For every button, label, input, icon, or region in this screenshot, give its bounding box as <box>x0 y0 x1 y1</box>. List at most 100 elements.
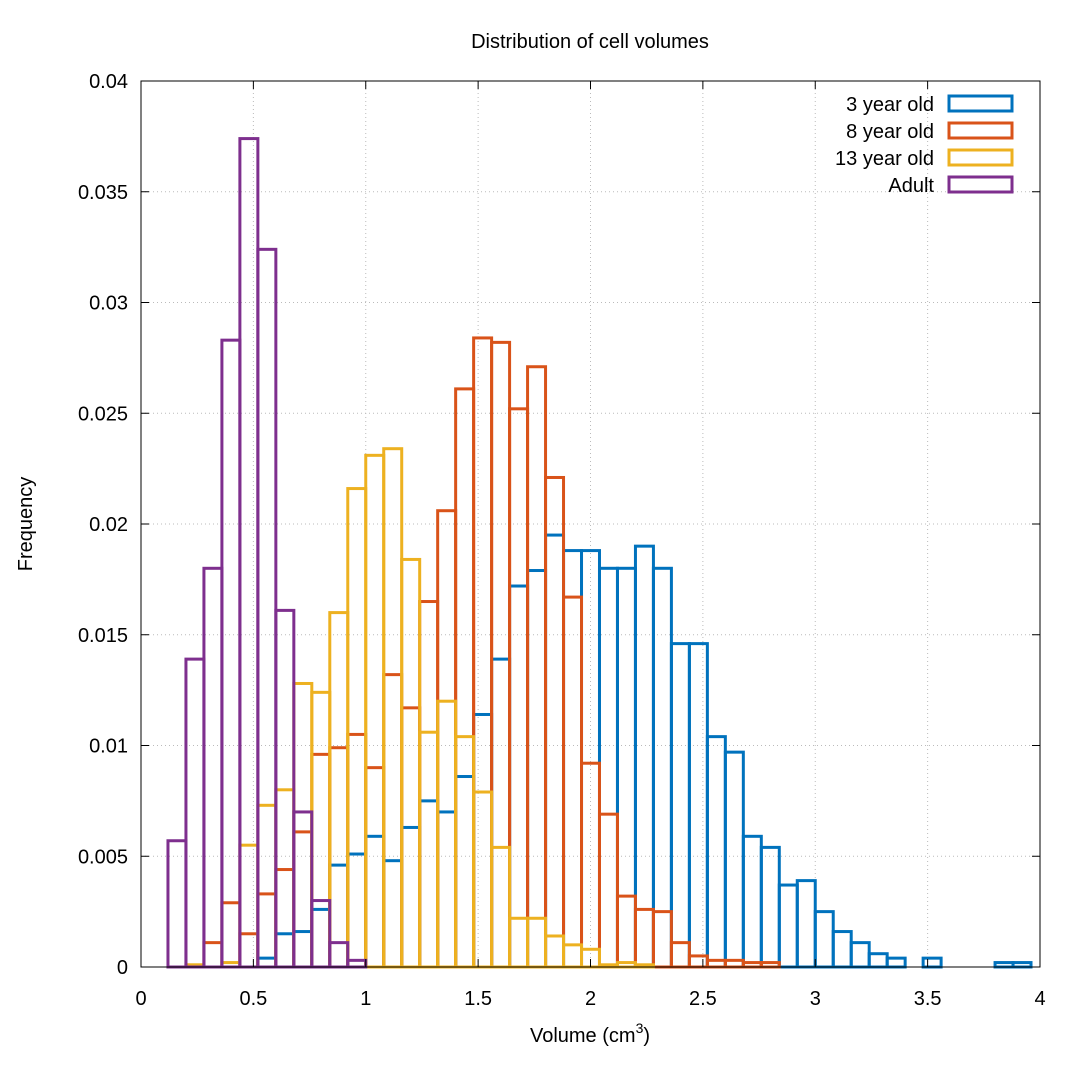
y-tick-label: 0 <box>117 957 128 979</box>
y-tick-label: 0.035 <box>78 182 128 204</box>
histogram-bar <box>238 137 260 969</box>
y-tick-label: 0.01 <box>89 736 128 758</box>
histogram-bar <box>993 961 1015 969</box>
histogram-bar <box>669 642 691 969</box>
histogram-bar <box>615 961 637 969</box>
histogram-bar <box>364 766 386 969</box>
x-tick-label: 0.5 <box>239 988 267 1010</box>
histogram-bar <box>292 810 314 969</box>
x-tick-label: 0 <box>135 988 146 1010</box>
histogram-bar <box>633 544 655 969</box>
histogram-bar <box>597 566 619 969</box>
histogram-bar <box>184 657 206 969</box>
histogram-bar <box>220 901 242 969</box>
legend: 3 year old 8 year old 13 year old Adult <box>835 94 1014 197</box>
y-tick-label: 0.02 <box>89 514 128 536</box>
histogram-bar <box>849 941 871 969</box>
histogram-bar <box>364 453 386 969</box>
histogram-bar <box>382 447 404 969</box>
histogram-bar <box>921 956 943 969</box>
histogram-bar <box>400 706 422 969</box>
histogram-bar <box>562 595 584 969</box>
histogram-bar <box>562 549 584 969</box>
x-tick-label: 1 <box>360 988 371 1010</box>
histogram-bar <box>346 958 368 969</box>
histogram-bar <box>472 790 494 969</box>
x-tick-label: 1.5 <box>464 988 492 1010</box>
y-axis-label: Frequency <box>15 477 37 572</box>
histogram-bar <box>166 839 188 969</box>
histogram-bar <box>346 732 368 969</box>
histogram-bar <box>544 934 566 969</box>
histogram-bar <box>418 799 440 969</box>
histogram-bar <box>472 712 494 969</box>
histogram-bar <box>490 657 512 969</box>
histogram-bar <box>436 810 458 969</box>
x-axis-label-superscript: 3 <box>636 1020 644 1036</box>
histogram-bar <box>256 803 278 969</box>
legend-label: Adult <box>888 175 934 197</box>
x-tick-label: 2.5 <box>689 988 717 1010</box>
histogram-bar <box>400 825 422 969</box>
histogram-bar <box>544 533 566 969</box>
histogram-bar <box>885 956 907 969</box>
histogram-bar <box>328 746 350 969</box>
legend-swatch <box>947 121 1014 140</box>
histogram-bar <box>274 788 296 969</box>
histogram-bar <box>795 879 817 969</box>
histogram-bar <box>867 952 889 969</box>
histogram-bar <box>705 958 727 969</box>
histogram-bar <box>526 916 548 969</box>
x-tick-label: 3.5 <box>914 988 942 1010</box>
x-tick-label: 3 <box>810 988 821 1010</box>
histogram-bar <box>220 338 242 969</box>
histogram-bar <box>759 961 781 969</box>
histogram-bar <box>705 735 727 969</box>
histogram-bar <box>382 673 404 969</box>
histogram-bar <box>202 941 224 969</box>
histogram-bar <box>1011 961 1033 969</box>
legend-label: 3 year old <box>846 94 934 116</box>
histogram-bar <box>382 859 404 969</box>
histogram-bar <box>292 830 314 969</box>
histogram-bar <box>508 916 530 969</box>
histogram-bar <box>256 892 278 969</box>
histogram-bar <box>328 611 350 969</box>
histogram-bar <box>562 943 584 969</box>
histogram-bar <box>526 569 548 969</box>
y-tick-label: 0.025 <box>78 403 128 425</box>
histogram-bar <box>741 834 763 969</box>
x-axis-label-text: Volume (cm <box>530 1025 636 1047</box>
y-tick-label: 0.015 <box>78 625 128 647</box>
x-tick-label: 4 <box>1034 988 1045 1010</box>
histogram-bar <box>508 584 530 969</box>
y-tick-label: 0.03 <box>89 293 128 315</box>
histogram-bar <box>651 910 673 969</box>
x-tick-label: 2 <box>585 988 596 1010</box>
histogram-bar <box>508 407 530 969</box>
series-3-bars <box>166 137 368 969</box>
histogram-bar <box>490 845 512 969</box>
histogram-bar <box>310 752 332 969</box>
histogram-bar <box>418 600 440 969</box>
histogram-bar <box>472 336 494 969</box>
histogram-bar <box>310 690 332 969</box>
histogram-bar <box>328 863 350 969</box>
histogram-bar <box>310 907 332 969</box>
histogram-bar <box>687 642 709 969</box>
histogram-bar <box>274 868 296 969</box>
histogram-bar <box>544 475 566 969</box>
histogram-bar <box>274 932 296 969</box>
histogram-bar <box>777 883 799 969</box>
histogram-bar <box>454 387 476 969</box>
legend-swatch <box>947 148 1014 167</box>
histogram-bar <box>813 910 835 969</box>
histogram-bar <box>202 566 224 969</box>
bars-layer <box>166 137 1033 969</box>
legend-swatch <box>947 175 1014 194</box>
histogram-bar <box>633 907 655 969</box>
histogram-bar <box>292 681 314 969</box>
histogram-bar <box>831 930 853 969</box>
histogram-bar <box>346 487 368 969</box>
series-0-bars <box>256 533 1033 969</box>
